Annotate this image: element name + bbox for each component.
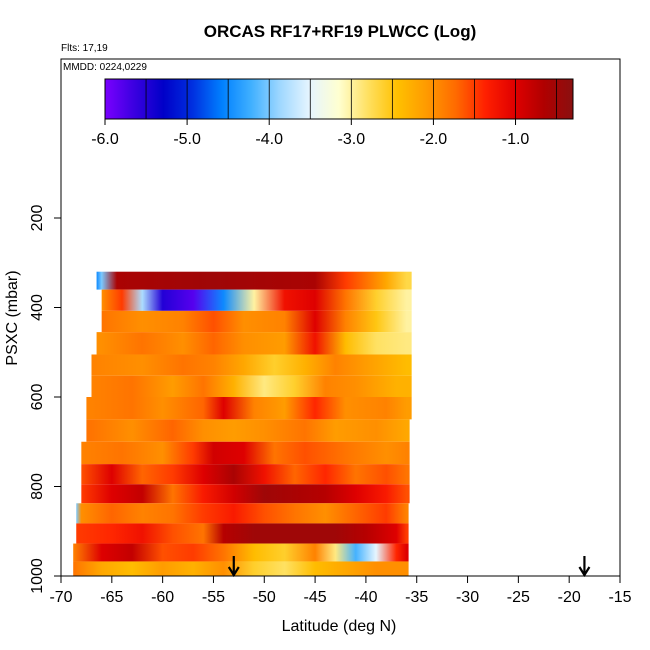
- x-tick-label: -65: [100, 589, 123, 606]
- x-tick-label: -70: [49, 589, 72, 606]
- heatmap-row: [96, 271, 412, 290]
- colorbar: -6.0 -5.0 -4.0 -3.0 -2.0 -1.0: [91, 78, 574, 148]
- heatmap-row: [86, 397, 412, 420]
- y-tick-label: 400: [29, 294, 46, 321]
- dates-label: MMDD: 0224,0229: [63, 62, 147, 73]
- y-tick-label: 600: [29, 384, 46, 411]
- heatmap-row: [101, 289, 412, 311]
- heatmap-row: [81, 441, 410, 465]
- heatmap-row: [76, 503, 409, 524]
- flight-marker-arrowhead: [227, 566, 240, 578]
- x-tick-label: -30: [456, 589, 479, 606]
- plot-frame: [60, 58, 621, 577]
- x-axis-label: Latitude (deg N): [282, 618, 397, 635]
- x-tick-label: -55: [202, 589, 225, 606]
- x-tick-label: -60: [151, 589, 174, 606]
- y-tick-label: 1000: [29, 558, 46, 594]
- y-tick-label: 200: [29, 205, 46, 232]
- y-tick-label: 800: [29, 473, 46, 500]
- heatmap-row: [91, 354, 412, 376]
- flights-label: Flts: 17,19: [61, 43, 108, 54]
- x-tick-label: -35: [405, 589, 428, 606]
- heatmap-row: [81, 464, 410, 485]
- colorbar-tick-label: -2.0: [420, 131, 448, 148]
- heatmap-row: [101, 310, 412, 333]
- heatmap-row: [81, 484, 410, 504]
- heatmap-row: [76, 523, 409, 544]
- y-axis-label: PSXC (mbar): [4, 270, 21, 365]
- heatmap-row: [73, 561, 409, 576]
- x-tick-label: -25: [507, 589, 530, 606]
- heatmap-row: [86, 419, 410, 442]
- flight-marker-arrowhead: [578, 566, 591, 578]
- axes: -70 -65 -60 -55 -50 -45 -40 -35 -30 -25 -20 -15 200 4…: [29, 205, 632, 606]
- flight-markers: [227, 556, 591, 578]
- colorbar-tick-label: -1.0: [502, 131, 530, 148]
- colorbar-tick-label: -6.0: [91, 131, 119, 148]
- x-tick-label: -50: [253, 589, 276, 606]
- heatmap-row: [91, 375, 412, 397]
- colorbar-tick-label: -3.0: [338, 131, 366, 148]
- x-tick-label: -15: [608, 589, 631, 606]
- colorbar-tick-label: -5.0: [173, 131, 201, 148]
- chart-title: ORCAS RF17+RF19 PLWCC (Log): [204, 22, 477, 41]
- x-tick-label: -45: [304, 589, 327, 606]
- colorbar-gradient: [104, 78, 574, 120]
- heatmap-row: [96, 332, 412, 355]
- colorbar-tick-label: -4.0: [255, 131, 283, 148]
- heatmap-row: [73, 543, 409, 562]
- x-tick-label: -20: [558, 589, 581, 606]
- heatmap-cells: [73, 271, 412, 576]
- x-tick-label: -40: [354, 589, 377, 606]
